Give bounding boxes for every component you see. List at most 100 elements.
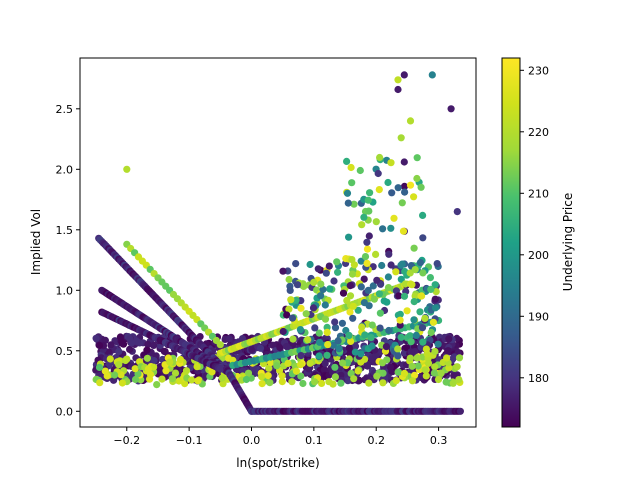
scatter-point — [368, 321, 376, 329]
scatter-point — [175, 377, 183, 385]
scatter-point — [364, 196, 372, 204]
scatter-point — [296, 326, 304, 334]
scatter-point — [118, 379, 126, 387]
scatter-point — [283, 311, 291, 319]
scatter-point — [225, 335, 233, 343]
scatter-point — [394, 352, 402, 360]
scatter-point — [453, 208, 461, 216]
scatter-point — [417, 292, 425, 300]
scatter-point — [400, 182, 409, 190]
scatter-point — [411, 292, 419, 300]
scatter-point — [400, 369, 409, 377]
scatter-point — [321, 315, 330, 323]
scatter-point — [95, 363, 104, 371]
scatter-point — [331, 324, 340, 332]
scatter-point — [363, 238, 371, 246]
x-tick-label: 0.1 — [305, 434, 323, 447]
scatter-point — [348, 270, 357, 278]
scatter-point — [431, 347, 439, 356]
scatter-point — [396, 316, 404, 324]
scatter-point — [437, 369, 445, 377]
scatter-point — [304, 336, 312, 344]
scatter-point — [347, 163, 355, 172]
scatter-point — [331, 318, 339, 326]
scatter-point — [321, 301, 329, 309]
scatter-point — [363, 362, 372, 370]
scatter-point — [355, 376, 363, 384]
scatter-point — [321, 359, 329, 367]
scatter-point — [95, 341, 104, 350]
scatter-point — [375, 290, 383, 298]
scatter-point — [419, 338, 427, 346]
scatter-point — [387, 261, 395, 269]
scatter-point — [406, 181, 415, 189]
scatter-point — [408, 377, 417, 385]
scatter-point — [379, 379, 387, 387]
scatter-point — [442, 378, 450, 386]
scatter-point — [392, 268, 400, 276]
scatter-point — [334, 268, 342, 276]
scatter-point — [410, 298, 418, 306]
scatter-point — [372, 218, 380, 226]
scatter-point — [344, 199, 352, 207]
x-tick-label: 0.2 — [367, 434, 385, 447]
scatter-point — [318, 379, 326, 387]
scatter-point — [258, 373, 266, 381]
scatter-point — [123, 355, 131, 363]
scatter-point — [238, 335, 247, 343]
scatter-point — [106, 355, 114, 363]
scatter-point — [345, 344, 353, 352]
scatter-point — [143, 354, 151, 362]
scatter-point — [162, 367, 170, 375]
scatter-point — [346, 350, 354, 358]
scatter-point — [331, 363, 339, 371]
scatter-point — [403, 307, 411, 315]
scatter-point — [365, 379, 373, 387]
scatter-point — [456, 407, 464, 415]
scatter-point — [131, 375, 140, 384]
y-axis-label: Implied Vol — [29, 209, 43, 275]
scatter-point — [394, 345, 402, 353]
scatter-point — [351, 342, 360, 350]
data-points — [92, 71, 464, 415]
scatter-point — [383, 298, 391, 306]
scatter-point — [421, 314, 429, 322]
scatter-point — [115, 361, 123, 369]
scatter-point — [378, 261, 386, 270]
scatter-point — [455, 376, 463, 384]
scatter-point — [297, 372, 305, 380]
scatter-point — [401, 188, 409, 196]
scatter-point — [103, 372, 111, 380]
scatter-point — [345, 331, 353, 339]
scatter-point — [445, 335, 453, 343]
scatter-point — [306, 359, 314, 367]
scatter-point — [333, 258, 341, 266]
scatter-point — [386, 363, 394, 371]
scatter-point — [447, 105, 455, 113]
scatter-point — [410, 316, 418, 324]
x-tick-label: −0.2 — [113, 434, 140, 447]
scatter-point — [418, 324, 427, 332]
scatter-point — [316, 338, 324, 346]
x-axis-label: ln(spot/strike) — [236, 456, 319, 470]
scatter-point — [455, 354, 464, 362]
scatter-point — [326, 285, 334, 293]
scatter-point — [419, 269, 427, 277]
scatter-point — [376, 324, 384, 332]
scatter-point — [384, 284, 393, 292]
scatter-point — [299, 379, 307, 388]
scatter-point — [334, 337, 342, 345]
scatter-point — [264, 372, 272, 380]
scatter-point — [361, 331, 369, 339]
scatter-point — [360, 299, 368, 307]
scatter-point — [242, 375, 250, 384]
scatter-point — [363, 259, 371, 267]
scatter-point — [105, 348, 113, 356]
scatter-point — [144, 340, 152, 349]
scatter-point — [292, 296, 300, 304]
scatter-point — [433, 260, 441, 268]
scatter-point — [188, 376, 196, 384]
scatter-point — [309, 304, 318, 312]
